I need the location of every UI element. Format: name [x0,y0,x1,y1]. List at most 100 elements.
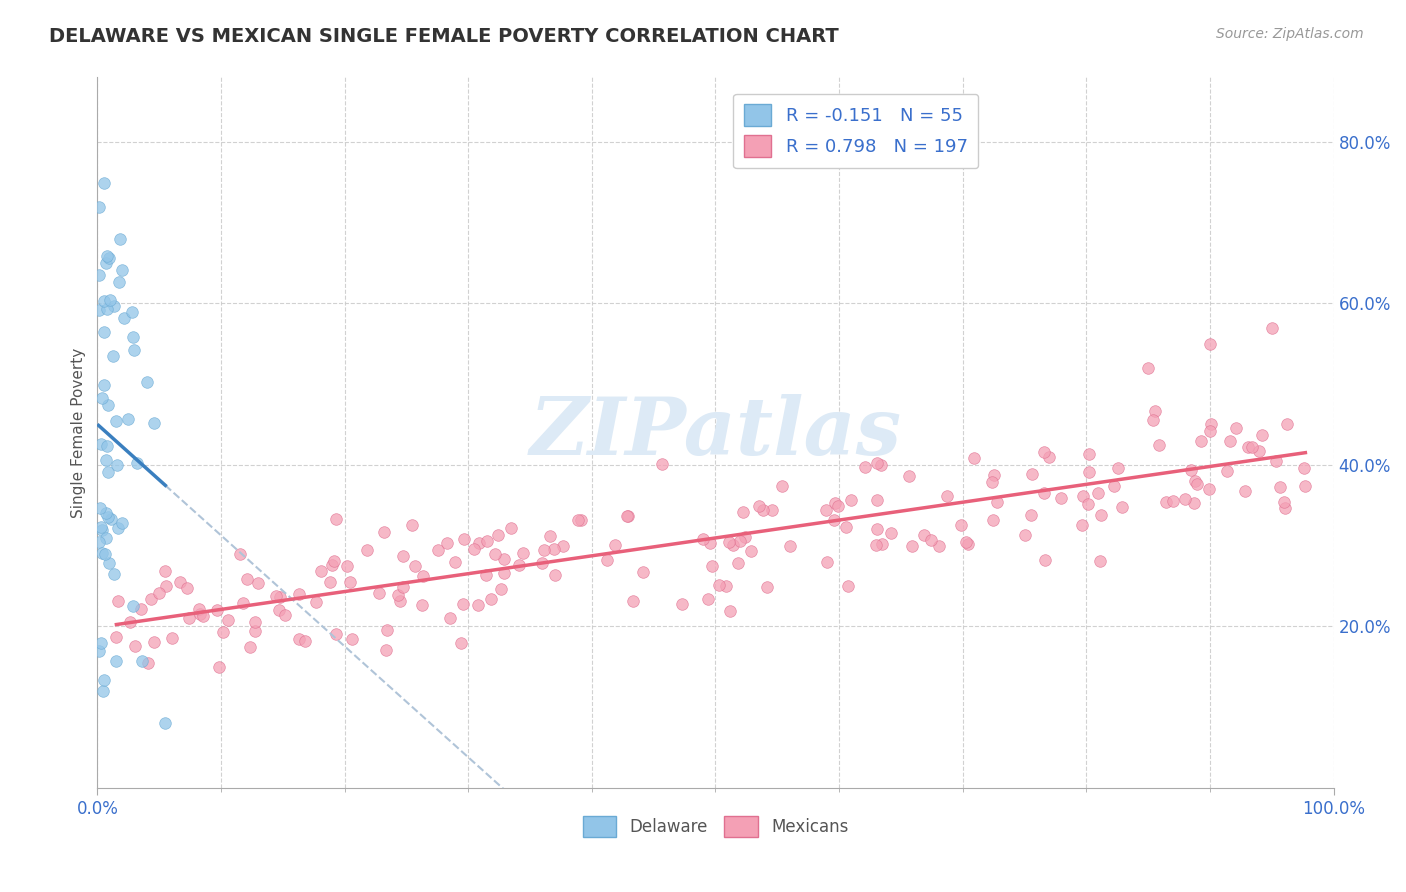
Point [1161,494,1184,508]
Point [340,632,363,646]
Point [1070,518,1092,533]
Point [87,268,110,282]
Point [356,543,378,558]
Point [274,607,297,622]
Point [835,520,858,534]
Point [108,275,131,289]
Point [981,475,1004,489]
Point [963,451,986,466]
Point [117,411,139,425]
Point [697,591,720,606]
Point [1219,434,1241,449]
Point [699,536,721,550]
Legend: Delaware, Mexicans: Delaware, Mexicans [576,810,855,844]
Point [824,496,846,510]
Point [1102,479,1125,493]
Point [87,200,110,214]
Point [1090,508,1112,523]
Point [87,303,110,318]
Point [955,534,977,549]
Point [756,580,779,594]
Point [243,624,266,638]
Point [217,613,239,627]
Point [1182,496,1205,510]
Text: Source: ZipAtlas.com: Source: ZipAtlas.com [1216,27,1364,41]
Point [148,586,170,600]
Point [89,535,111,549]
Point [96,452,118,467]
Point [111,516,134,530]
Point [1050,491,1073,505]
Point [479,591,502,606]
Point [188,607,211,622]
Point [387,588,409,602]
Point [107,594,129,608]
Point [1237,440,1260,454]
Point [412,569,434,583]
Point [1274,500,1296,515]
Point [880,525,903,540]
Point [486,528,509,542]
Point [1199,424,1222,438]
Point [129,601,152,615]
Point [427,543,450,558]
Point [91,523,114,537]
Point [96,506,118,520]
Point [492,552,515,566]
Point [269,590,291,604]
Point [621,593,644,607]
Point [569,513,592,527]
Point [718,604,741,618]
Point [443,555,465,569]
Point [451,597,474,611]
Point [1032,485,1054,500]
Point [770,479,793,493]
Point [160,632,183,646]
Point [734,530,756,544]
Point [97,252,120,266]
Point [105,458,128,473]
Point [322,554,344,568]
Point [728,533,751,548]
Point [1180,463,1202,477]
Point [538,529,561,543]
Point [692,532,714,546]
Point [717,534,740,549]
Point [208,659,231,673]
Point [124,639,146,653]
Point [651,458,673,472]
Point [865,537,887,551]
Point [453,533,475,547]
Point [983,468,1005,483]
Point [823,513,845,527]
Point [118,615,141,630]
Point [169,574,191,589]
Point [512,546,534,560]
Point [956,536,979,550]
Point [1189,434,1212,449]
Point [266,590,288,604]
Point [91,684,114,698]
Point [107,521,129,535]
Point [374,643,396,657]
Point [752,503,775,517]
Point [1107,461,1129,475]
Point [100,512,122,526]
Point [1292,461,1315,475]
Point [1261,320,1284,334]
Point [731,504,754,518]
Point [325,512,347,526]
Point [707,577,730,591]
Point [125,456,148,470]
Point [981,513,1004,527]
Point [748,499,770,513]
Point [325,627,347,641]
Point [467,598,489,612]
Point [176,581,198,595]
Point [920,533,942,548]
Point [721,537,744,551]
Point [450,636,472,650]
Point [367,586,389,600]
Point [1185,477,1208,491]
Point [94,256,117,270]
